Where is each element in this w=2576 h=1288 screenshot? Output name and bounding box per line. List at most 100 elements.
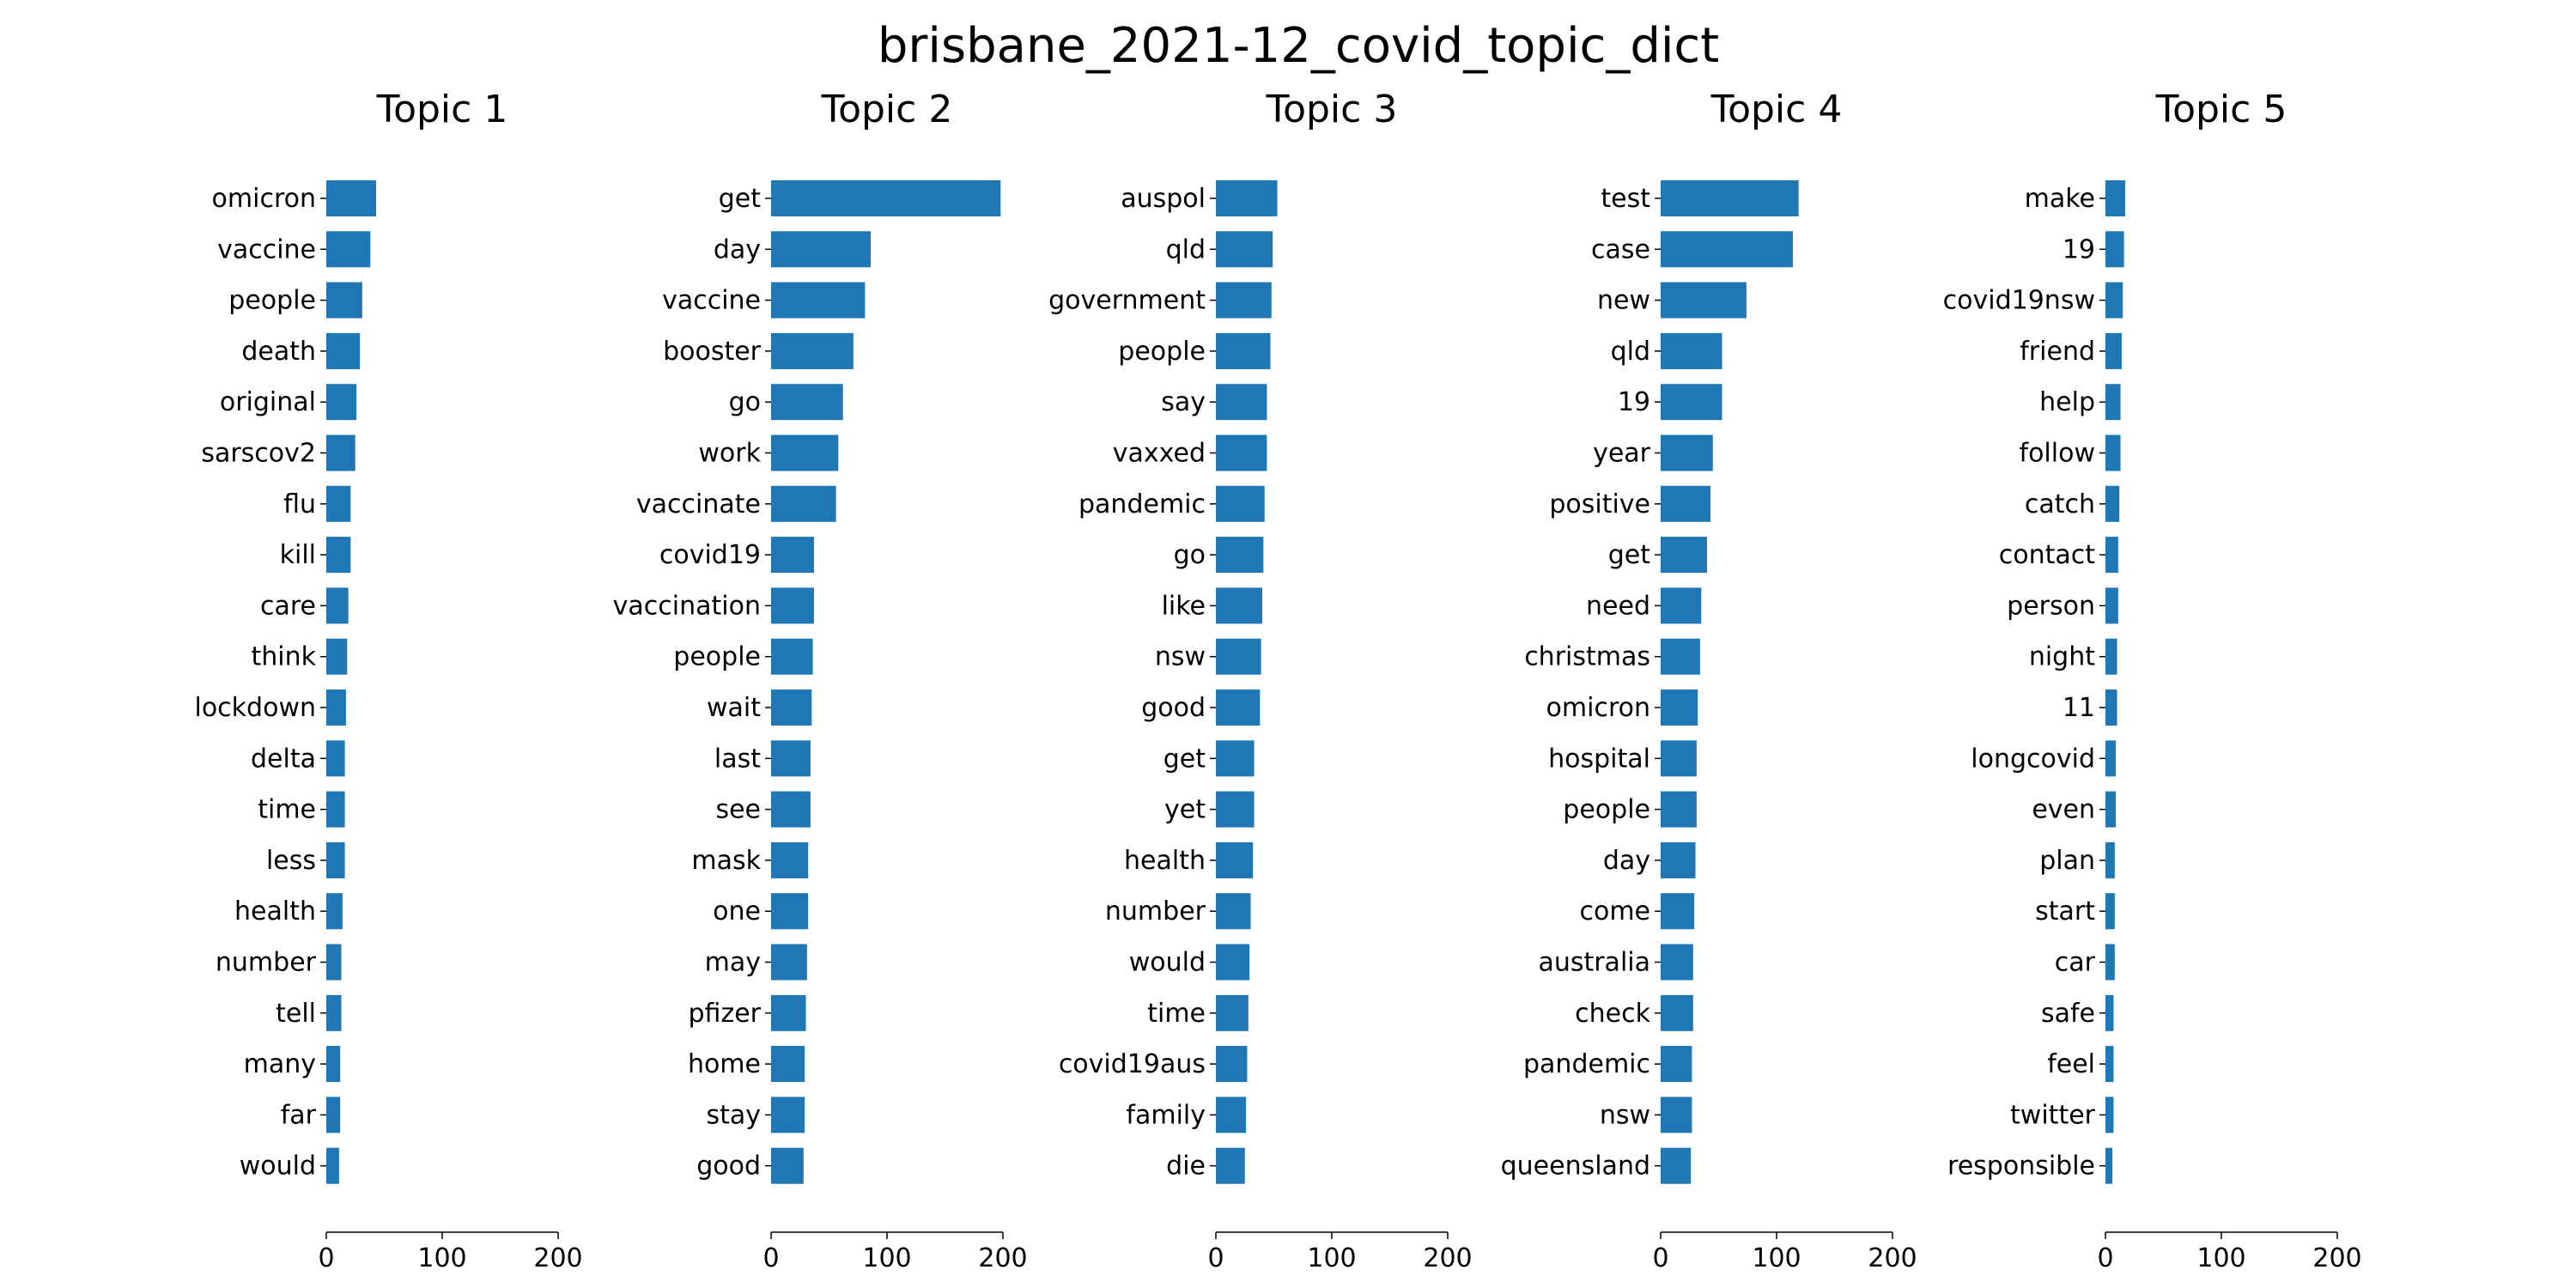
- bar-hospital: [1661, 740, 1697, 777]
- bar-19: [2105, 231, 2124, 268]
- y-tick-label: auspol: [1121, 184, 1206, 214]
- y-tick-label: qld: [1166, 234, 1206, 264]
- y-tick-label: covid19aus: [1059, 1049, 1206, 1079]
- bar-19: [1661, 384, 1722, 421]
- y-tick-label: may: [705, 948, 761, 978]
- x-tick-label: 200: [978, 1243, 1027, 1273]
- bar-nsw: [1661, 1097, 1692, 1133]
- bar-need: [1661, 587, 1702, 624]
- y-tick-label: would: [240, 1151, 316, 1182]
- bar-people: [771, 638, 813, 675]
- bar-sarscov2: [326, 434, 355, 471]
- bar-vaccine: [326, 231, 371, 268]
- bar-say: [1216, 384, 1267, 421]
- y-tick-label: get: [719, 184, 762, 214]
- y-tick-label: original: [220, 387, 316, 417]
- bar-tell: [326, 994, 342, 1031]
- y-tick-label: number: [1105, 896, 1206, 927]
- x-tick-label: 0: [1652, 1243, 1668, 1273]
- bar-good: [1216, 690, 1261, 726]
- bar-get: [1216, 740, 1255, 777]
- bar-covid19aus: [1216, 1046, 1248, 1083]
- panel-title: Topic 4: [1710, 88, 1843, 131]
- bar-responsible: [2105, 1147, 2113, 1184]
- y-tick-label: delta: [251, 744, 316, 774]
- bar-yet: [1216, 791, 1255, 828]
- bar-family: [1216, 1097, 1247, 1133]
- y-tick-label: need: [1586, 591, 1650, 621]
- bar-flu: [326, 485, 351, 522]
- bar-delta: [326, 740, 345, 777]
- bar-qld: [1661, 332, 1722, 369]
- y-tick-label: australia: [1538, 948, 1650, 978]
- panel-title: Topic 2: [821, 88, 953, 131]
- bar-omicron: [326, 180, 377, 216]
- y-tick-label: twitter: [2010, 1100, 2096, 1130]
- bar-vaccinate: [771, 485, 836, 522]
- bar-kill: [326, 537, 351, 574]
- bar-queensland: [1661, 1147, 1692, 1184]
- bar-death: [326, 332, 361, 369]
- y-tick-label: mask: [691, 846, 761, 876]
- y-tick-label: time: [258, 795, 316, 825]
- y-tick-label: contact: [1999, 540, 2096, 570]
- y-tick-label: come: [1579, 896, 1650, 927]
- bar-vaxxed: [1216, 434, 1267, 471]
- y-tick-label: government: [1048, 286, 1206, 316]
- topic-panel-5: Topic 5 make 19 covid19nsw friend help follow c…: [1943, 88, 2362, 1273]
- bar-time: [326, 791, 345, 828]
- panel-title: Topic 5: [2155, 88, 2287, 131]
- y-tick-label: 19: [2063, 234, 2095, 264]
- bar-11: [2105, 690, 2117, 726]
- bar-day: [771, 231, 872, 268]
- topic-panels: Topic 1 omicron vaccine people death original…: [194, 88, 2361, 1273]
- bar-australia: [1661, 944, 1693, 981]
- bar-mask: [771, 841, 809, 878]
- figure-title: brisbane_2021-12_covid_topic_dict: [878, 18, 1719, 74]
- y-tick-label: kill: [280, 540, 316, 570]
- bar-make: [2105, 180, 2125, 216]
- y-tick-label: yet: [1164, 795, 1206, 825]
- y-tick-label: tell: [276, 999, 316, 1029]
- y-tick-label: home: [688, 1049, 761, 1079]
- y-tick-label: qld: [1611, 337, 1650, 367]
- y-tick-label: vaccine: [662, 286, 761, 316]
- y-tick-label: hospital: [1548, 744, 1650, 774]
- bar-health: [1216, 841, 1254, 878]
- bar-time: [1216, 994, 1249, 1031]
- bar-night: [2105, 638, 2117, 675]
- y-tick-label: people: [1563, 795, 1650, 825]
- y-tick-label: get: [1608, 540, 1651, 570]
- x-tick-label: 200: [2312, 1243, 2361, 1273]
- y-tick-label: follow: [2020, 439, 2095, 469]
- y-tick-label: christmas: [1524, 642, 1650, 672]
- bar-feel: [2105, 1046, 2114, 1083]
- bar-qld: [1216, 231, 1273, 268]
- y-tick-label: year: [1593, 439, 1651, 469]
- bar-positive: [1661, 485, 1711, 522]
- bar-see: [771, 791, 811, 828]
- x-tick-label: 100: [1752, 1243, 1801, 1273]
- y-tick-label: 11: [2063, 693, 2095, 723]
- bar-pandemic: [1661, 1046, 1692, 1083]
- bar-come: [1661, 893, 1695, 930]
- bar-may: [771, 944, 807, 981]
- topic-panel-1: Topic 1 omicron vaccine people death original…: [194, 88, 582, 1273]
- y-tick-label: lockdown: [194, 693, 316, 723]
- bar-covid19: [771, 537, 814, 574]
- y-tick-label: omicron: [1546, 693, 1650, 723]
- bar-new: [1661, 282, 1747, 319]
- bar-start: [2105, 893, 2115, 930]
- y-tick-label: wait: [707, 693, 761, 723]
- bar-government: [1216, 282, 1272, 319]
- y-tick-label: day: [1603, 846, 1650, 876]
- y-tick-label: help: [2039, 387, 2095, 417]
- y-tick-label: nsw: [1155, 642, 1206, 672]
- bar-number: [1216, 893, 1251, 930]
- bar-many: [326, 1046, 341, 1083]
- y-tick-label: test: [1601, 184, 1650, 214]
- bar-would: [326, 1147, 339, 1184]
- y-tick-label: care: [260, 591, 316, 621]
- y-tick-label: think: [252, 642, 317, 672]
